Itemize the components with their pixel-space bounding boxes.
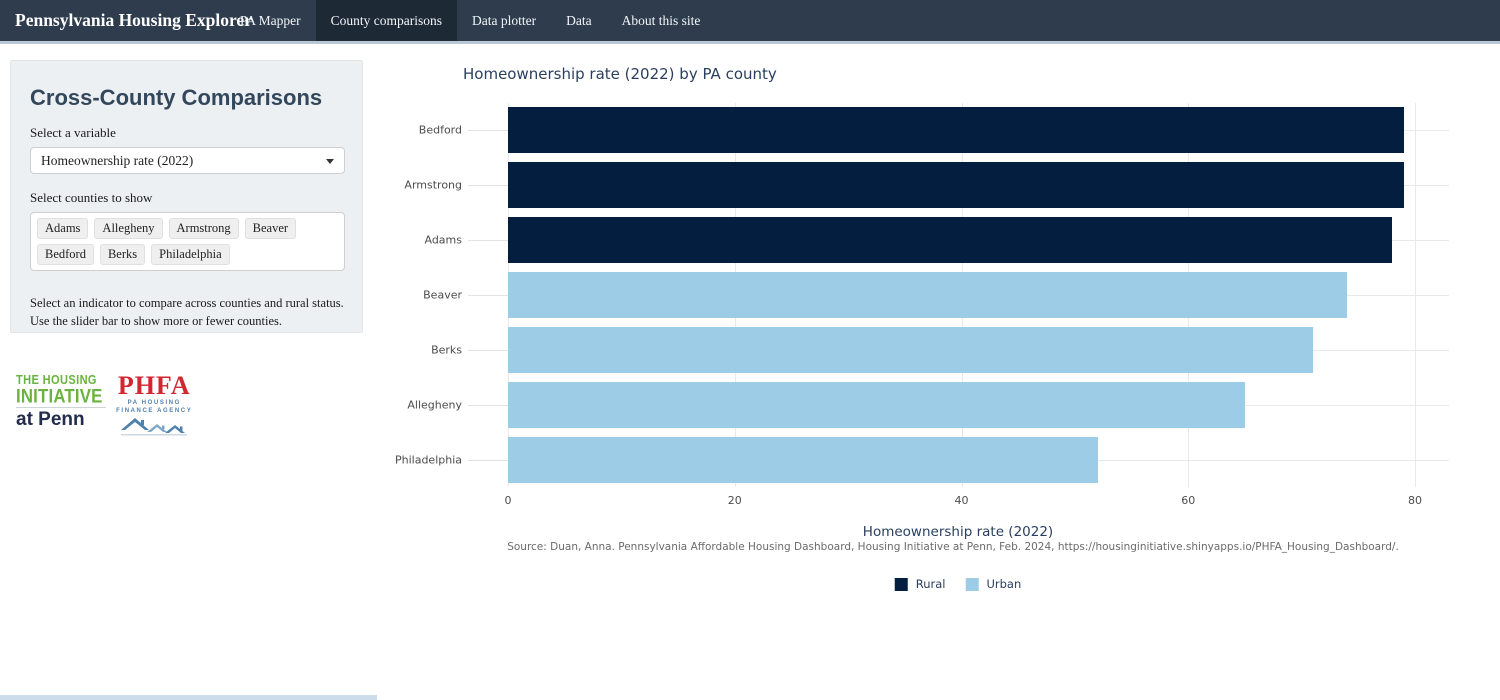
tab-data-plotter[interactable]: Data plotter bbox=[457, 0, 551, 41]
urban-swatch-icon bbox=[965, 578, 978, 591]
app-title: Pennsylvania Housing Explorer bbox=[15, 0, 252, 41]
x-axis-title: Homeownership rate (2022) bbox=[863, 524, 1053, 540]
y-tick-armstrong bbox=[468, 185, 508, 186]
bar-bedford[interactable] bbox=[508, 107, 1404, 153]
x-tick-label-40: 40 bbox=[955, 494, 969, 507]
y-tick-bedford bbox=[468, 130, 508, 131]
bar-beaver[interactable] bbox=[508, 272, 1347, 318]
county-tag-armstrong[interactable]: Armstrong bbox=[169, 218, 239, 239]
bar-adams[interactable] bbox=[508, 217, 1392, 263]
x-tick-label-0: 0 bbox=[505, 494, 512, 507]
nav-tabs: PA Mapper County comparisons Data plotte… bbox=[225, 0, 715, 41]
tab-data[interactable]: Data bbox=[551, 0, 606, 41]
county-tag-beaver[interactable]: Beaver bbox=[245, 218, 296, 239]
hip-logo-line2: INITIATIVE bbox=[16, 386, 103, 406]
bar-armstrong[interactable] bbox=[508, 162, 1404, 208]
y-tick-philadelphia bbox=[468, 460, 508, 461]
county-tag-adams[interactable]: Adams bbox=[37, 218, 88, 239]
variable-select-label: Select a variable bbox=[30, 125, 343, 141]
x-axis-tick-labels: 0 20 40 60 80 bbox=[508, 494, 1449, 508]
bar-allegheny[interactable] bbox=[508, 382, 1245, 428]
tab-pa-mapper[interactable]: PA Mapper bbox=[225, 0, 316, 41]
legend-label-rural: Rural bbox=[916, 577, 946, 591]
tab-about-this-site[interactable]: About this site bbox=[607, 0, 716, 41]
x-tick-label-60: 60 bbox=[1181, 494, 1195, 507]
chart-legend: Rural Urban bbox=[895, 577, 1022, 591]
logos: THE HOUSING INITIATIVE at Penn PHFA PA H… bbox=[16, 374, 192, 436]
variable-select-value: Homeownership rate (2022) bbox=[41, 153, 193, 168]
y-tick-adams bbox=[468, 240, 508, 241]
y-tick-allegheny bbox=[468, 405, 508, 406]
below-fold-panel-edge bbox=[0, 695, 377, 700]
phfa-logo-acronym: PHFA bbox=[118, 374, 191, 399]
chart-title: Homeownership rate (2022) by PA county bbox=[463, 65, 777, 83]
navbar: Pennsylvania Housing Explorer PA Mapper … bbox=[0, 0, 1500, 44]
legend-label-urban: Urban bbox=[986, 577, 1021, 591]
bar-philadelphia[interactable] bbox=[508, 437, 1098, 483]
bar-chart-plot-area bbox=[508, 103, 1449, 487]
x-tick-label-20: 20 bbox=[728, 494, 742, 507]
y-axis-labels: BedfordArmstrongAdamsBeaverBerksAlleghen… bbox=[360, 103, 508, 487]
county-tag-philadelphia[interactable]: Philadelphia bbox=[151, 244, 230, 265]
phfa-logo-subtitle-2: FINANCE AGENCY bbox=[116, 407, 192, 415]
legend-item-rural[interactable]: Rural bbox=[895, 577, 946, 591]
phfa-rooftops-icon bbox=[121, 416, 187, 436]
tab-county-comparisons[interactable]: County comparisons bbox=[316, 0, 457, 41]
page-title: Cross-County Comparisons bbox=[30, 85, 343, 111]
sidebar-panel: Cross-County Comparisons Select a variab… bbox=[10, 60, 363, 333]
bar-berks[interactable] bbox=[508, 327, 1313, 373]
counties-multiselect[interactable]: Adams Allegheny Armstrong Beaver Bedford… bbox=[30, 212, 345, 271]
housing-initiative-at-penn-logo: THE HOUSING INITIATIVE at Penn bbox=[16, 374, 106, 431]
legend-item-urban[interactable]: Urban bbox=[965, 577, 1021, 591]
counties-select-label: Select counties to show bbox=[30, 190, 343, 206]
county-tag-berks[interactable]: Berks bbox=[100, 244, 145, 265]
county-tag-bedford[interactable]: Bedford bbox=[37, 244, 94, 265]
sidebar-helper-text: Select an indicator to compare across co… bbox=[30, 295, 348, 330]
chevron-down-icon bbox=[326, 159, 334, 164]
county-tag-allegheny[interactable]: Allegheny bbox=[94, 218, 162, 239]
rural-swatch-icon bbox=[895, 578, 908, 591]
y-tick-beaver bbox=[468, 295, 508, 296]
phfa-logo-subtitle-1: PA HOUSING bbox=[128, 399, 181, 407]
x-tick-label-80: 80 bbox=[1408, 494, 1422, 507]
source-citation: Source: Duan, Anna. Pennsylvania Afforda… bbox=[507, 541, 1399, 553]
y-tick-berks bbox=[468, 350, 508, 351]
hip-logo-line3: at Penn bbox=[16, 407, 106, 431]
phfa-logo: PHFA PA HOUSING FINANCE AGENCY bbox=[116, 374, 192, 436]
variable-select[interactable]: Homeownership rate (2022) bbox=[30, 147, 345, 174]
